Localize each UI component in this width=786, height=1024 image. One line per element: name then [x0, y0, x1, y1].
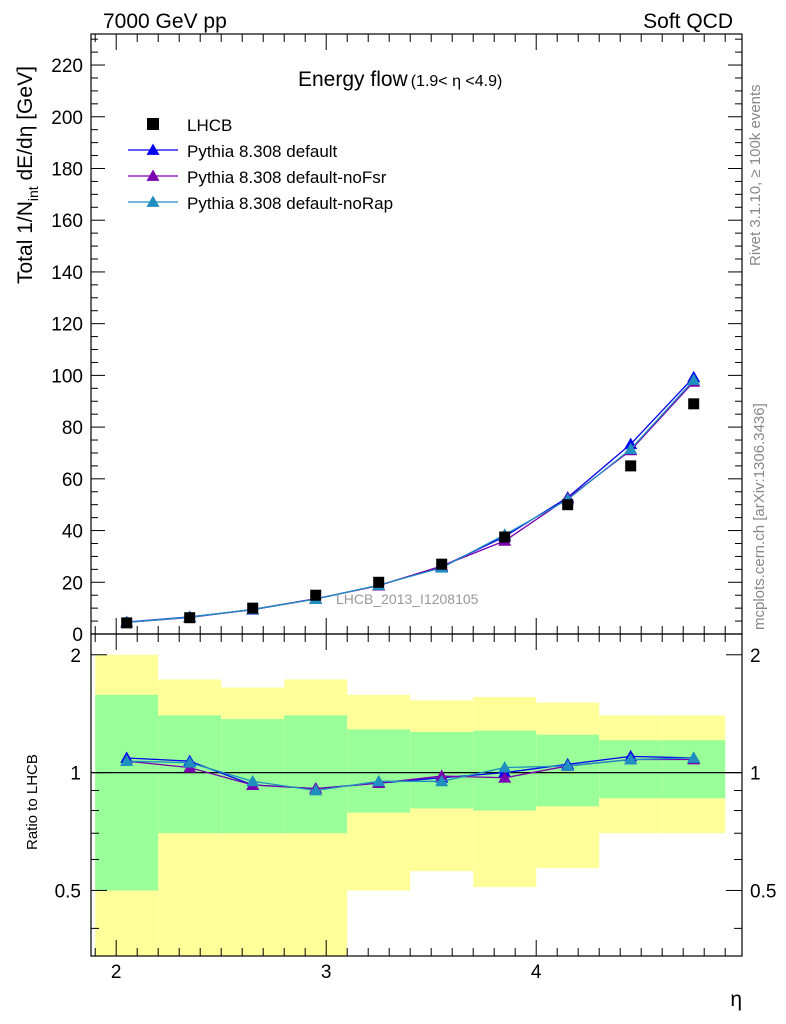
ratio-series-point	[498, 771, 512, 783]
legend-marker	[146, 195, 160, 207]
main-y-tick-label: 20	[62, 573, 83, 594]
inner-band-bin	[284, 715, 348, 834]
series-line	[126, 379, 695, 624]
y-axis-label-ratio: Ratio to LHCB	[24, 754, 41, 850]
chart-title-range: (1.9< η <4.9)	[411, 73, 503, 90]
ratio-series-point	[183, 756, 197, 768]
ratio-series-point	[498, 761, 512, 773]
ratio-y-tick-label-right: 0.5	[750, 881, 776, 902]
ratio-series-point	[372, 774, 386, 787]
plot-frames	[90, 33, 743, 957]
ratio-y-tick-label-left: 2	[70, 646, 81, 667]
data-point	[688, 398, 700, 410]
ratio-series-point	[309, 784, 323, 796]
data-point	[247, 602, 259, 614]
inner-band-bin	[347, 729, 411, 813]
data-point	[184, 612, 196, 624]
series-point	[687, 373, 701, 385]
ratio-y-tick-label-right: 2	[750, 646, 761, 667]
ratio-y-tick-label-left: 0.5	[55, 881, 81, 902]
legend-marker-lhcb	[147, 118, 159, 130]
main-y-tick-label: 220	[51, 56, 83, 77]
ratio-series-point	[246, 774, 260, 787]
main-y-tick-label: 40	[62, 522, 83, 543]
ratio-series-line	[126, 755, 694, 790]
x-tick-label: 2	[111, 962, 122, 983]
axis-ticks: 0 20 40 60 80 100 120 140 160 180 200 220 2 3 4 0.5 0.5 1…	[51, 34, 776, 983]
series-point	[624, 442, 638, 454]
legend-marker	[146, 143, 160, 155]
chart-title-main: Energy flow	[298, 68, 409, 91]
data-point	[310, 589, 322, 601]
chart-title: Energy flow (1.9< η <4.9)	[298, 68, 502, 91]
ratio-series-point	[435, 774, 449, 787]
data-point	[436, 558, 448, 570]
legend-label: Pythia 8.308 default	[187, 142, 338, 161]
legend-label: Pythia 8.308 default-noRap	[187, 194, 393, 213]
ratio-series-point	[120, 754, 134, 766]
main-y-tick-label: 180	[51, 159, 83, 180]
y-axis-label-suffix: dE/dη [GeV]	[14, 66, 37, 186]
analysis-watermark: LHCB_2013_I1208105	[336, 591, 479, 607]
main-y-tick-label: 120	[51, 315, 83, 336]
x-axis-label: η	[730, 988, 742, 1011]
header-right: Soft QCD	[643, 10, 733, 33]
data-point	[625, 460, 637, 472]
main-y-tick-label: 160	[51, 211, 83, 232]
ratio-series-point	[624, 753, 638, 765]
main-y-tick-label: 60	[62, 470, 83, 491]
ratio-series-point	[561, 759, 575, 771]
main-y-tick-label: 80	[62, 418, 83, 439]
mcplots-label: mcplots.cern.ch [arXiv:1306.3436]	[751, 403, 768, 630]
ratio-y-tick-label-left: 1	[70, 764, 81, 785]
main-plot-marks	[120, 370, 701, 629]
y-axis-label-prefix: Total 1/N	[14, 201, 37, 284]
ratio-plot-marks	[120, 749, 701, 796]
ratio-uncertainty-bands	[95, 654, 726, 956]
legend-label-lhcb: LHCB	[187, 116, 232, 135]
data-point	[373, 576, 385, 588]
ratio-series-point	[687, 751, 701, 763]
series-line	[126, 376, 695, 623]
series-line	[126, 381, 695, 624]
inner-band-bin	[662, 740, 726, 799]
inner-band-bin	[95, 694, 159, 891]
main-y-tick-label: 0	[72, 625, 83, 646]
data-point	[121, 617, 133, 629]
legend-marker	[146, 169, 160, 181]
main-y-tick-label: 200	[51, 108, 83, 129]
x-tick-label: 3	[321, 962, 332, 983]
legend-label: Pythia 8.308 default-noFsr	[187, 168, 387, 187]
main-y-tick-label: 140	[51, 263, 83, 284]
main-y-tick-label: 100	[51, 366, 83, 387]
data-point	[562, 499, 574, 511]
rivet-label: Rivet 3.1.10, ≥ 100k events	[747, 84, 764, 266]
ratio-series-line	[126, 757, 694, 792]
inner-band-bin	[599, 740, 663, 799]
ratio-y-tick-label-right: 1	[750, 764, 761, 785]
x-tick-label: 4	[531, 962, 542, 983]
ratio-plot-frame	[90, 633, 743, 957]
inner-band-bin	[158, 715, 222, 834]
y-axis-label-subscript: int	[25, 186, 41, 201]
y-axis-label-main: Total 1/Nint dE/dη [GeV]	[14, 66, 41, 284]
data-point	[499, 531, 511, 543]
header-left: 7000 GeV pp	[103, 10, 227, 33]
legend: LHCB Pythia 8.308 default Pythia 8.308 def…	[128, 116, 393, 213]
